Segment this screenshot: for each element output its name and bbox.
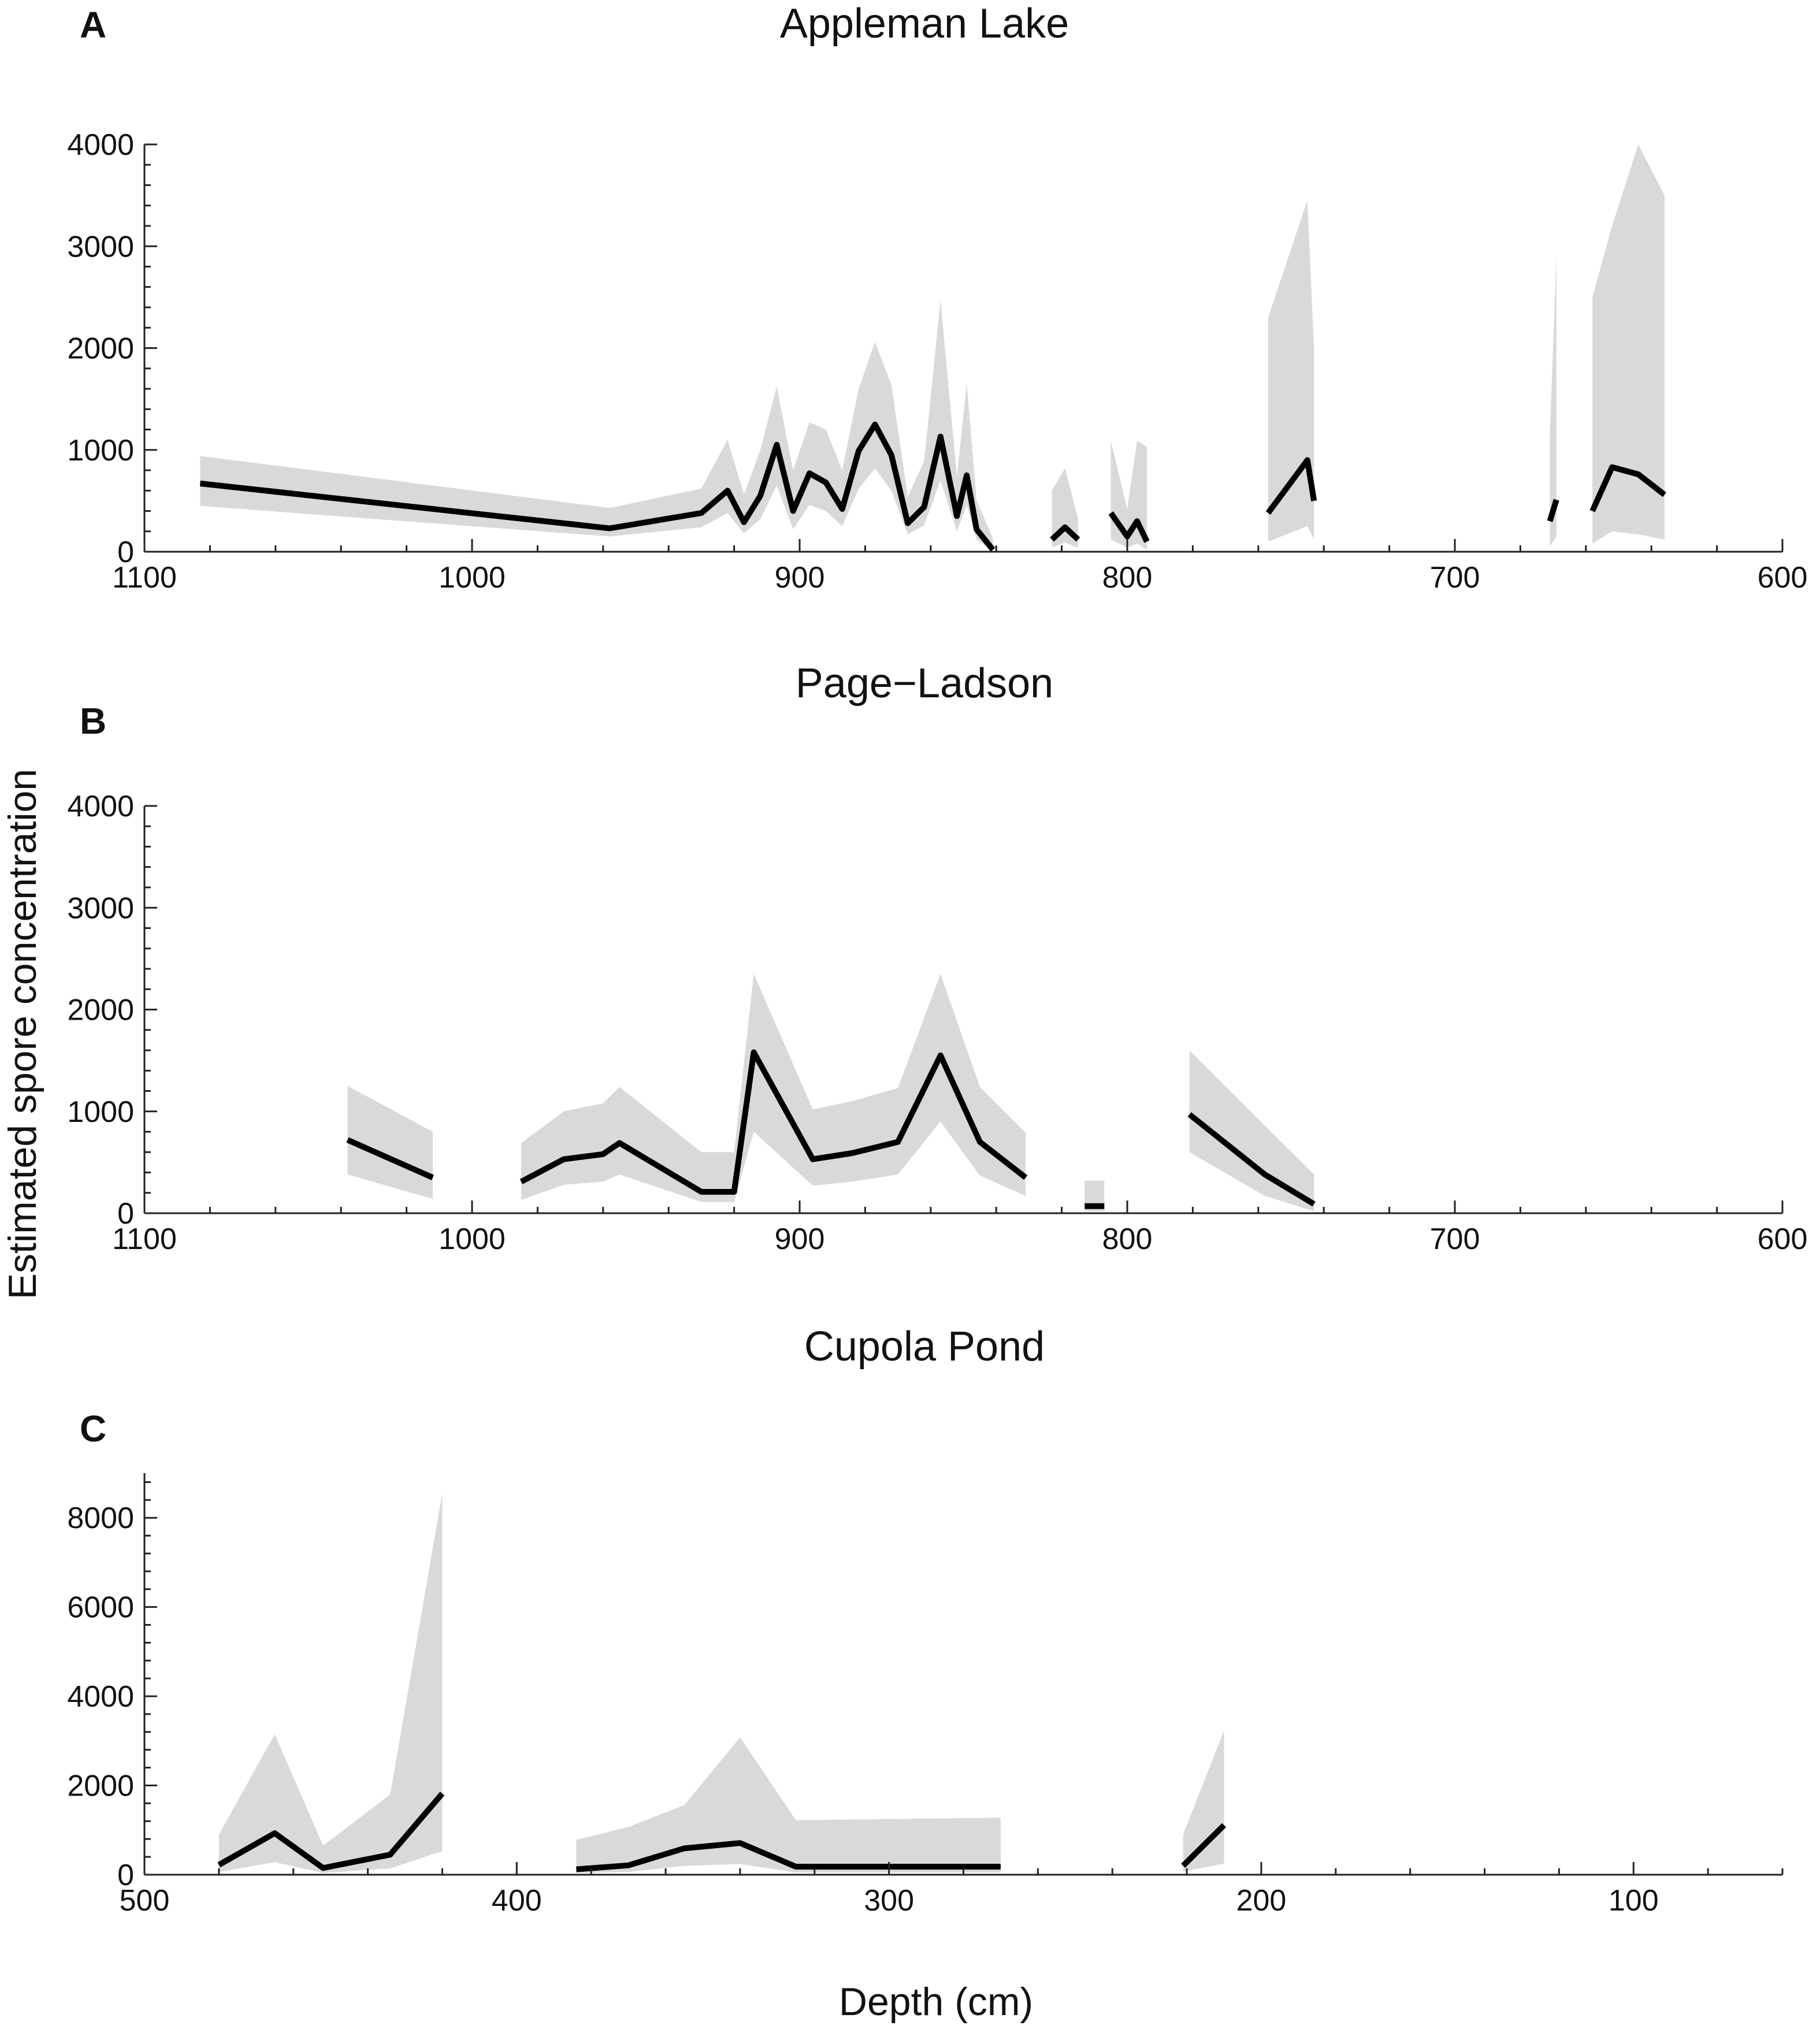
panel-c-title: Cupola Pond bbox=[804, 1324, 1045, 1370]
panel-b-estimate-line-1 bbox=[346, 1137, 434, 1180]
panel-a-estimate-line-4 bbox=[1265, 457, 1317, 515]
panel-a-confidence-band-2 bbox=[1052, 468, 1078, 548]
panel-a-confidence-band-5 bbox=[1550, 256, 1557, 547]
panel-c-confidence-band-3 bbox=[1183, 1730, 1224, 1872]
panel-a-plot: 1100 1000 900 800 700 600 0 1000 2000 3000 4000 bbox=[67, 128, 1807, 594]
panel-a-estimate-line-2 bbox=[1050, 524, 1080, 542]
panel-b-y-tick-label: 4000 bbox=[67, 790, 134, 823]
panel-a-x-tick-label: 1000 bbox=[439, 561, 506, 594]
panel-a-title: Appleman Lake bbox=[780, 1, 1069, 47]
panel-a-confidence-band-1 bbox=[200, 300, 993, 552]
panel-c-plot: 500 400 300 200 100 0 2000 4000 6000 8000 bbox=[67, 1473, 1784, 1917]
panel-c-y-tick-label: 2000 bbox=[67, 1770, 134, 1803]
panel-c-x-tick-label: 300 bbox=[864, 1884, 914, 1917]
panel-a-y-tick-label: 4000 bbox=[67, 128, 134, 162]
panel-c-x-tick-label: 200 bbox=[1236, 1884, 1287, 1917]
panel-a-y-tick-label: 1000 bbox=[67, 434, 134, 467]
panel-c-letter: C bbox=[80, 1408, 106, 1450]
panel-b-x-tick-label: 700 bbox=[1430, 1222, 1480, 1256]
panel-a-estimate-line-1 bbox=[199, 421, 996, 552]
panel-b-x-tick-label: 800 bbox=[1102, 1222, 1153, 1256]
panel-a-x-tick-label: 700 bbox=[1430, 561, 1480, 594]
panel-b-y-tick-label: 2000 bbox=[67, 994, 134, 1027]
panel-b-y-tick-label: 3000 bbox=[67, 891, 134, 925]
panel-c-y-tick-label: 0 bbox=[117, 1859, 134, 1892]
panel-a-estimate-line-5 bbox=[1547, 499, 1559, 522]
panel-b-y-tick-label: 0 bbox=[117, 1197, 134, 1231]
panel-b-plot: 1100 1000 900 800 700 600 0 1000 2000 3000 4000 bbox=[67, 790, 1807, 1256]
panel-a-y-tick-label: 2000 bbox=[67, 332, 134, 366]
panel-a-confidence-band-6 bbox=[1592, 144, 1665, 544]
panel-a-x-tick-label: 1100 bbox=[112, 561, 177, 594]
panel-b-estimate-line-4 bbox=[1187, 1112, 1316, 1207]
panel-c-y-tick-label: 4000 bbox=[67, 1680, 134, 1714]
x-axis-title: Depth (cm) bbox=[839, 1980, 1033, 2024]
panel-c-estimate-line-2 bbox=[576, 1840, 1001, 1872]
panel-b-x-tick-label: 1100 bbox=[112, 1222, 177, 1256]
panel-a-y-tick-label: 3000 bbox=[67, 230, 134, 263]
panel-b-letter: B bbox=[80, 700, 106, 742]
panel-a-y-tick-label: 0 bbox=[117, 536, 134, 569]
panel-b-x-tick-label: 600 bbox=[1758, 1222, 1808, 1256]
panel-b-confidence-band-4 bbox=[1189, 1050, 1314, 1211]
panel-a-x-tick-label: 900 bbox=[775, 561, 825, 594]
panel-c-confidence-band-1 bbox=[218, 1493, 443, 1873]
panel-b-title: Page−Ladson bbox=[796, 660, 1053, 707]
panel-c-y-tick-label: 6000 bbox=[67, 1591, 134, 1625]
panel-a: A Appleman Lake 1100 1000 900 800 700 600 0 100… bbox=[67, 1, 1807, 594]
panel-c-x-tick-label: 100 bbox=[1609, 1884, 1659, 1917]
panel-a-confidence-band-4 bbox=[1268, 200, 1314, 542]
panel-c-estimate-line-3 bbox=[1181, 1823, 1227, 1868]
panel-b-estimate-line-2 bbox=[519, 1049, 1028, 1195]
panel-a-letter: A bbox=[80, 4, 106, 46]
panel-b-x-tick-label: 900 bbox=[775, 1222, 825, 1256]
panel-a-x-tick-label: 800 bbox=[1102, 561, 1153, 594]
panel-a-x-tick-label: 600 bbox=[1758, 561, 1808, 594]
panel-c-x-tick-label: 500 bbox=[120, 1884, 170, 1917]
panel-c-estimate-line-1 bbox=[217, 1792, 445, 1871]
panel-b-x-tick-label: 1000 bbox=[439, 1222, 506, 1256]
panel-c: C Cupola Pond 500 400 300 200 100 0 2000 4000 60… bbox=[67, 1324, 1784, 1917]
panel-c-x-tick-label: 400 bbox=[492, 1884, 542, 1917]
panel-b: B Page−Ladson 1100 1000 900 800 700 600 0 1000 2… bbox=[67, 660, 1807, 1256]
panel-a-estimate-line-6 bbox=[1589, 464, 1666, 512]
panel-b-y-tick-label: 1000 bbox=[67, 1095, 134, 1129]
panel-a-estimate-line-3 bbox=[1108, 511, 1150, 543]
panel-c-confidence-band-2 bbox=[576, 1737, 1001, 1873]
y-axis-title: Estimated spore concentration bbox=[1, 769, 44, 1300]
panel-c-y-tick-label: 8000 bbox=[67, 1501, 134, 1535]
